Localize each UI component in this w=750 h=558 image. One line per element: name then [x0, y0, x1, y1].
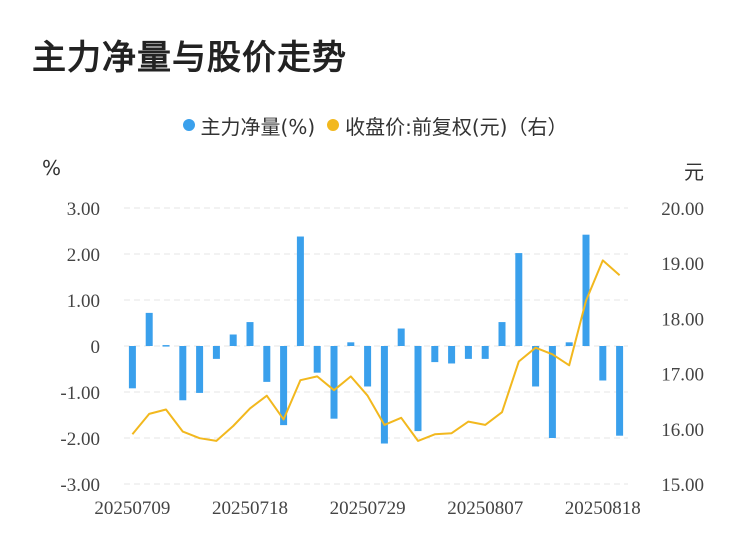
bar	[179, 346, 187, 401]
bar	[347, 342, 355, 346]
bar	[296, 236, 304, 346]
bar	[565, 342, 573, 346]
bar	[162, 345, 170, 347]
bar	[313, 346, 321, 373]
x-tick-label: 20250709	[94, 498, 170, 519]
x-tick-label: 20250729	[330, 498, 406, 519]
legend-dot-blue-icon	[182, 119, 195, 131]
bar	[498, 322, 506, 346]
bar	[582, 234, 590, 346]
left-axis-unit: %	[42, 156, 62, 180]
x-tick-label: 20250718	[212, 498, 288, 519]
bar-series-main-net	[128, 234, 624, 444]
bar	[229, 334, 237, 346]
left-tick-label: 2.00	[67, 245, 100, 266]
left-tick-label: -1.00	[60, 383, 100, 404]
page-title: 主力净量与股价走势	[32, 38, 347, 78]
right-tick-label: 20.00	[661, 199, 704, 220]
bar	[548, 346, 556, 438]
bar	[196, 346, 204, 393]
chart-legend: 主力净量(%) 收盘价:前复权(元)（右）	[0, 110, 750, 140]
right-axis-unit: 元	[684, 160, 704, 184]
bar	[532, 346, 540, 387]
legend-item-close-price[interactable]: 收盘价:前复权(元)（右）	[327, 111, 567, 140]
x-tick-label: 20250818	[565, 498, 641, 519]
left-tick-label: 1.00	[67, 291, 100, 312]
bar	[616, 346, 624, 436]
bar	[414, 346, 422, 432]
right-tick-label: 15.00	[661, 475, 704, 496]
line-series-close-price	[131, 259, 621, 442]
bar	[280, 346, 288, 426]
bar	[481, 346, 489, 359]
right-tick-label: 16.00	[661, 420, 704, 441]
right-tick-label: 18.00	[661, 309, 704, 330]
bar	[515, 253, 523, 346]
left-tick-label: 3.00	[67, 199, 100, 220]
bar	[448, 346, 456, 364]
legend-label-main-net: 主力净量(%)	[200, 114, 316, 139]
x-tick-label: 20250807	[447, 498, 523, 519]
bar	[464, 346, 472, 359]
bar	[145, 312, 153, 346]
legend-dot-yellow-icon	[327, 119, 340, 131]
bar	[599, 346, 607, 381]
bar	[431, 346, 439, 363]
bar	[212, 346, 220, 359]
bar	[364, 346, 372, 387]
x-axis: 20250709 20250718 20250729 20250807 20250818	[94, 498, 640, 519]
bar	[263, 346, 271, 382]
right-y-axis: 20.00 19.00 18.00 17.00 16.00 15.00	[661, 199, 704, 496]
chart-grid	[124, 207, 628, 485]
bar	[330, 346, 338, 419]
bar	[380, 346, 388, 444]
left-tick-label: -2.00	[60, 429, 100, 450]
left-y-axis: 3.00 2.00 1.00 0 -1.00 -2.00 -3.00	[60, 199, 100, 496]
bar	[246, 322, 254, 346]
legend-label-close-price: 收盘价:前复权(元)（右）	[345, 114, 568, 139]
bar	[397, 328, 405, 346]
legend-item-main-net[interactable]: 主力净量(%)	[182, 111, 316, 140]
right-tick-label: 19.00	[661, 254, 704, 275]
left-tick-label: -3.00	[60, 475, 100, 496]
left-tick-label: 0	[91, 337, 101, 358]
right-tick-label: 17.00	[661, 365, 704, 386]
price-line	[131, 259, 621, 442]
bar	[128, 346, 136, 389]
